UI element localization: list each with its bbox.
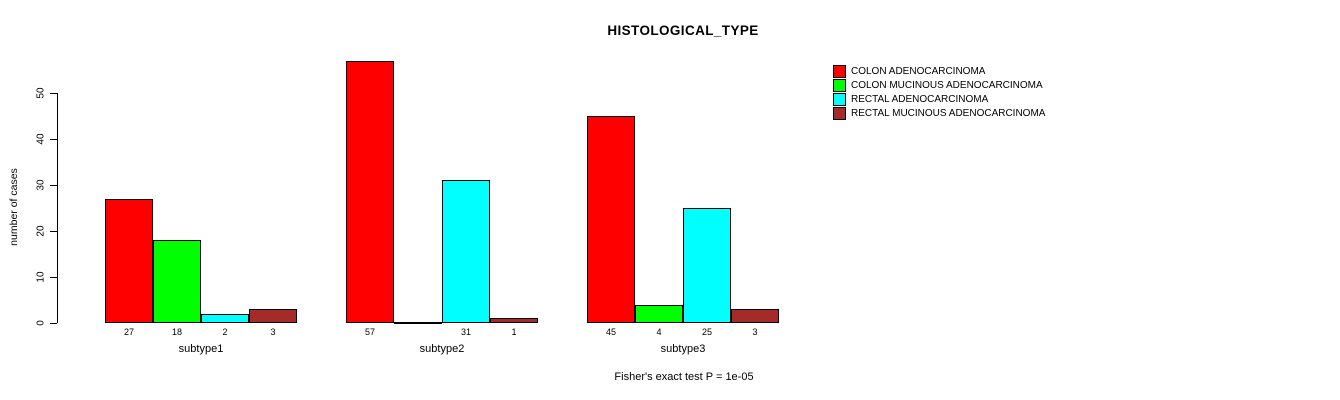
- y-axis-line: [57, 93, 58, 323]
- bar: [442, 180, 490, 323]
- bar: [635, 305, 683, 323]
- legend-item: COLON MUCINOUS ADENOCARCINOMA: [833, 78, 1045, 92]
- bar: [490, 318, 538, 323]
- y-tick-label: 50: [35, 87, 47, 99]
- bar: [201, 314, 249, 323]
- y-axis-label: number of cases: [8, 168, 20, 246]
- bar-value-label: 57: [364, 327, 376, 337]
- annotation-text: Fisher's exact test P = 1e-05: [614, 371, 754, 383]
- legend-item: COLON ADENOCARCINOMA: [833, 64, 1045, 78]
- y-tick: [50, 93, 57, 94]
- x-category-label: subtype3: [660, 343, 706, 355]
- bar-value-label: 1: [511, 327, 517, 337]
- bar: [105, 199, 153, 323]
- bar: [683, 208, 731, 323]
- bar-value-label: 31: [460, 327, 472, 337]
- legend-label: COLON MUCINOUS ADENOCARCINOMA: [851, 79, 1043, 91]
- zero-height-bar: [394, 322, 442, 324]
- chart-title: HISTOLOGICAL_TYPE: [607, 23, 759, 38]
- bar: [153, 240, 201, 323]
- legend-swatch: [833, 64, 846, 78]
- x-category-label: subtype2: [419, 343, 465, 355]
- bar-value-label: 3: [270, 327, 276, 337]
- bar-value-label: 25: [701, 327, 713, 337]
- legend: COLON ADENOCARCINOMA COLON MUCINOUS ADENO…: [833, 64, 1045, 120]
- y-tick: [50, 139, 57, 140]
- legend-label: COLON ADENOCARCINOMA: [851, 65, 986, 77]
- y-tick-label: 30: [35, 179, 47, 191]
- bar: [249, 309, 297, 323]
- bar: [731, 309, 779, 323]
- x-category-label: subtype1: [178, 343, 224, 355]
- bar-value-label: 18: [171, 327, 183, 337]
- y-tick-label: 10: [35, 271, 47, 283]
- bar-value-label: 3: [752, 327, 758, 337]
- y-tick: [50, 185, 57, 186]
- legend-item: RECTAL ADENOCARCINOMA: [833, 92, 1045, 106]
- bar-value-label: 2: [222, 327, 228, 337]
- bar-value-label: 45: [605, 327, 617, 337]
- bar: [587, 116, 635, 323]
- y-tick: [50, 231, 57, 232]
- legend-swatch: [833, 106, 846, 120]
- legend-item: RECTAL MUCINOUS ADENOCARCINOMA: [833, 106, 1045, 120]
- legend-swatch: [833, 92, 846, 106]
- legend-label: RECTAL MUCINOUS ADENOCARCINOMA: [851, 107, 1046, 119]
- legend-swatch: [833, 78, 846, 92]
- y-tick: [50, 277, 57, 278]
- bar-value-label: 27: [123, 327, 135, 337]
- y-tick-label: 0: [35, 320, 47, 326]
- y-tick-label: 40: [35, 133, 47, 145]
- bar-value-label: 4: [656, 327, 662, 337]
- y-tick-label: 20: [35, 225, 47, 237]
- y-tick: [50, 323, 57, 324]
- legend-label: RECTAL ADENOCARCINOMA: [851, 93, 989, 105]
- bar: [346, 61, 394, 323]
